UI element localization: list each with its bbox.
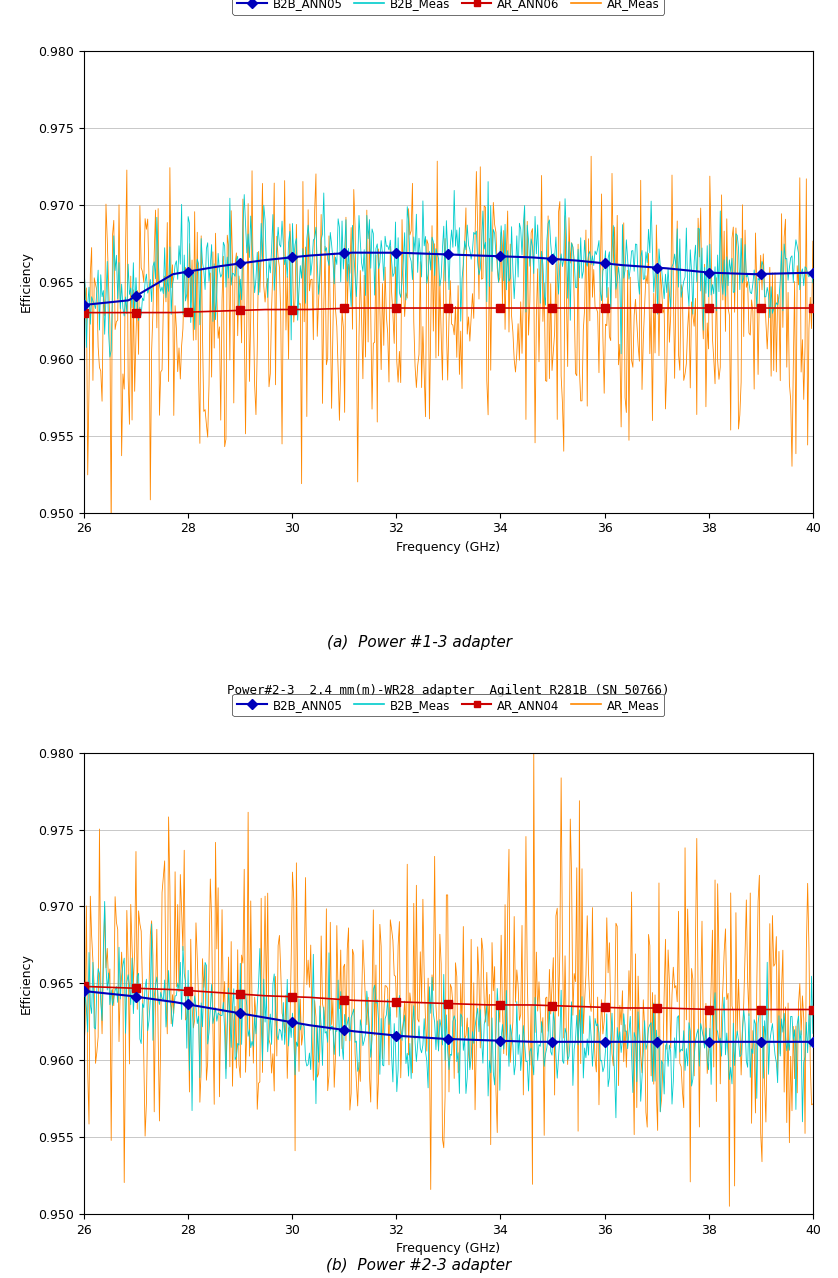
X-axis label: Frequency (GHz): Frequency (GHz) <box>396 1242 500 1255</box>
Y-axis label: Efficiency: Efficiency <box>19 953 33 1013</box>
Text: (a)  Power #1-3 adapter: (a) Power #1-3 adapter <box>327 635 511 651</box>
Text: (b)  Power #2-3 adapter: (b) Power #2-3 adapter <box>326 1258 512 1273</box>
Legend: B2B_ANN05, B2B_Meas, AR_ANN04, AR_Meas: B2B_ANN05, B2B_Meas, AR_ANN04, AR_Meas <box>232 694 665 717</box>
X-axis label: Frequency (GHz): Frequency (GHz) <box>396 541 500 553</box>
Legend: B2B_ANN05, B2B_Meas, AR_ANN06, AR_Meas: B2B_ANN05, B2B_Meas, AR_ANN06, AR_Meas <box>232 0 665 15</box>
Y-axis label: Efficiency: Efficiency <box>19 252 33 312</box>
Title: Power#2-3  2.4 mm(m)-WR28 adapter  Agilent R281B (SN 50766): Power#2-3 2.4 mm(m)-WR28 adapter Agilent… <box>227 684 670 698</box>
